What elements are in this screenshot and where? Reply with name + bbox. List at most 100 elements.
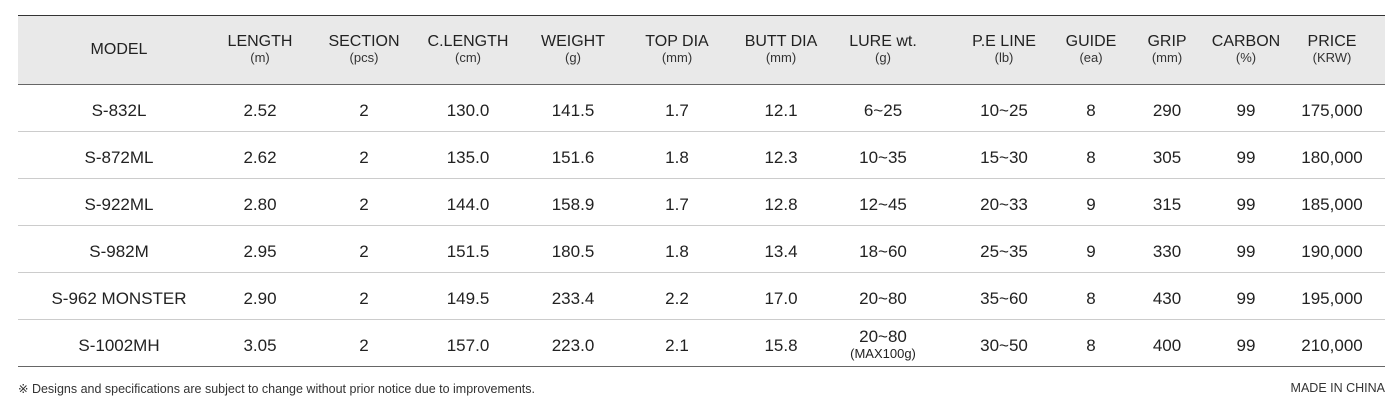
cell: 1.8: [665, 241, 689, 261]
column-name: SECTION: [328, 33, 400, 50]
cell: 15.8: [764, 335, 798, 355]
cell: 185,000: [1301, 194, 1363, 214]
column-name: LURE wt.: [849, 33, 917, 50]
cell: 151.6: [551, 147, 595, 167]
column-name: P.E LINE: [972, 33, 1036, 50]
column-unit: (g): [565, 50, 581, 65]
cell: 130.0: [446, 100, 490, 120]
cell: 8: [1086, 147, 1096, 167]
footer-note: ※ Designs and specifications are subject…: [18, 382, 535, 396]
cell: 290: [1152, 100, 1182, 120]
cell: 15~30: [980, 147, 1028, 167]
cell: 99: [1236, 147, 1256, 167]
column-unit: (pcs): [349, 50, 379, 65]
cell: 6~25: [863, 100, 903, 120]
cell: 195,000: [1301, 288, 1363, 308]
cell: 10~35: [859, 147, 907, 167]
cell: 330: [1152, 241, 1182, 261]
column-name: TOP DIA: [645, 33, 709, 50]
row-line: [18, 225, 1385, 226]
row-line: [18, 131, 1385, 132]
cell: 430: [1152, 288, 1182, 308]
cell: 20~80: [859, 288, 907, 308]
cell: 2.2: [665, 288, 689, 308]
cell: 1.7: [665, 194, 689, 214]
cell: 135.0: [446, 147, 490, 167]
cell: 10~25: [980, 100, 1028, 120]
cell: 17.0: [764, 288, 798, 308]
cell: S-872ML: [84, 147, 154, 167]
cell: 8: [1086, 335, 1096, 355]
cell: 99: [1236, 241, 1256, 261]
row-line: [18, 272, 1385, 273]
cell: 20~33: [980, 194, 1028, 214]
cell: 35~60: [980, 288, 1028, 308]
cell: S-982M: [89, 241, 149, 261]
cell: 305: [1152, 147, 1182, 167]
cell: 141.5: [551, 100, 595, 120]
cell: 8: [1086, 288, 1096, 308]
cell: 180,000: [1301, 147, 1363, 167]
column-name: GRIP: [1147, 33, 1187, 50]
cell: 12~45: [859, 194, 907, 214]
cell: 9: [1086, 241, 1096, 261]
column-unit: (m): [250, 50, 270, 65]
cell: 2: [359, 335, 369, 355]
header-band: [18, 15, 1385, 85]
column-name: WEIGHT: [541, 33, 605, 50]
cell: 1.8: [665, 147, 689, 167]
cell: 12.3: [764, 147, 798, 167]
cell: 1.7: [665, 100, 689, 120]
cell: 151.5: [446, 241, 490, 261]
cell: 2: [359, 288, 369, 308]
cell: 20~80: [859, 326, 907, 346]
cell: 2: [359, 241, 369, 261]
cell: S-922ML: [84, 194, 154, 214]
cell: 2.62: [243, 147, 277, 167]
column-name: MODEL: [90, 41, 148, 58]
cell: S-1002MH: [78, 335, 160, 355]
column-name: GUIDE: [1065, 33, 1117, 50]
cell: 12.8: [764, 194, 798, 214]
cell: 25~35: [980, 241, 1028, 261]
cell: 2: [359, 147, 369, 167]
cell: 144.0: [446, 194, 490, 214]
cell: S-962 MONSTER: [51, 288, 187, 308]
row-line: [18, 84, 1385, 85]
cell: 2.80: [243, 194, 277, 214]
cell: 2.90: [243, 288, 277, 308]
column-unit: (lb): [994, 50, 1014, 65]
footer-origin: MADE IN CHINA: [1290, 381, 1385, 395]
cell: 400: [1152, 335, 1182, 355]
cell: 9: [1086, 194, 1096, 214]
cell: 2.1: [665, 335, 689, 355]
cell: 30~50: [980, 335, 1028, 355]
cell: 190,000: [1301, 241, 1363, 261]
column-name: C.LENGTH: [427, 33, 509, 50]
column-unit: (mm): [765, 50, 797, 65]
cell: 175,000: [1301, 100, 1363, 120]
cell: 315: [1152, 194, 1182, 214]
cell: 99: [1236, 100, 1256, 120]
column-unit: (%): [1235, 50, 1257, 65]
cell: 13.4: [764, 241, 798, 261]
cell: 2: [359, 194, 369, 214]
cell: 18~60: [859, 241, 907, 261]
cell: 233.4: [551, 288, 595, 308]
row-line: [18, 366, 1385, 367]
column-name: LENGTH: [227, 33, 293, 50]
column-unit: (ea): [1079, 50, 1103, 65]
cell: 3.05: [243, 335, 277, 355]
cell: 99: [1236, 194, 1256, 214]
column-unit: (mm): [661, 50, 693, 65]
column-name: PRICE: [1307, 33, 1357, 50]
cell-note: (MAX100g): [850, 345, 916, 361]
cell: 2.95: [243, 241, 277, 261]
cell: 180.5: [551, 241, 595, 261]
cell: 149.5: [446, 288, 490, 308]
column-unit: (KRW): [1312, 50, 1352, 65]
cell: S-832L: [91, 100, 147, 120]
cell: 157.0: [446, 335, 490, 355]
column-unit: (g): [875, 50, 891, 65]
